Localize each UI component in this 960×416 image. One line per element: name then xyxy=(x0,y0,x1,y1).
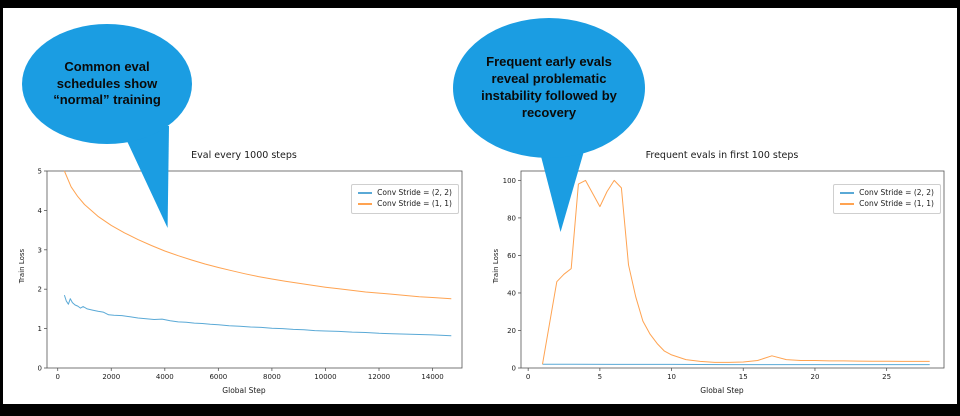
svg-text:0: 0 xyxy=(526,373,530,381)
legend-label: Conv Stride = (2, 2) xyxy=(377,188,452,197)
right-chart-ylabel: Train Loss xyxy=(492,248,501,284)
svg-text:4: 4 xyxy=(38,207,43,215)
svg-text:14000: 14000 xyxy=(421,373,443,381)
svg-text:5: 5 xyxy=(38,168,42,176)
svg-text:0: 0 xyxy=(38,365,42,373)
svg-text:100: 100 xyxy=(503,177,516,185)
legend-row: Conv Stride = (1, 1) xyxy=(358,199,452,210)
svg-text:10: 10 xyxy=(667,373,676,381)
svg-text:15: 15 xyxy=(739,373,748,381)
legend-label: Conv Stride = (1, 1) xyxy=(859,198,934,208)
legend-label: Conv Stride = (2, 2) xyxy=(859,188,934,197)
svg-text:6000: 6000 xyxy=(209,373,227,381)
legend-row: Conv Stride = (2, 2) xyxy=(358,188,452,199)
left-chart-xlabel: Global Step xyxy=(222,386,266,395)
right-legend: Conv Stride = (2, 2) Conv Stride = (1, 1… xyxy=(833,184,941,214)
svg-text:20: 20 xyxy=(810,373,819,381)
svg-text:8000: 8000 xyxy=(263,373,281,381)
svg-text:0: 0 xyxy=(55,373,59,381)
svg-text:2000: 2000 xyxy=(102,373,120,381)
right-chart-title: Frequent evals in first 100 steps xyxy=(645,150,799,161)
left-chart-ylabel: Train Loss xyxy=(18,248,27,284)
svg-text:25: 25 xyxy=(882,373,891,381)
right-chart-xlabel: Global Step xyxy=(700,386,744,395)
svg-text:12000: 12000 xyxy=(368,373,390,381)
callout-right-text: Frequent early evals reveal problematic … xyxy=(481,54,617,120)
svg-text:3: 3 xyxy=(38,246,42,254)
svg-text:20: 20 xyxy=(507,327,516,335)
callout-left-text: Common eval schedules show “normal” trai… xyxy=(53,58,161,108)
svg-text:5: 5 xyxy=(598,373,602,381)
callout-left: Common eval schedules show “normal” trai… xyxy=(22,24,192,144)
svg-text:1: 1 xyxy=(38,325,42,333)
svg-text:80: 80 xyxy=(507,214,516,222)
left-legend: Conv Stride = (2, 2) Conv Stride = (1, 1… xyxy=(351,184,459,214)
legend-line-blue-icon xyxy=(840,192,855,195)
svg-text:4000: 4000 xyxy=(156,373,174,381)
callout-right: Frequent early evals reveal problematic … xyxy=(453,18,645,158)
legend-label: Conv Stride = (1, 1) xyxy=(377,198,452,208)
svg-text:40: 40 xyxy=(507,289,516,297)
svg-text:60: 60 xyxy=(507,252,516,260)
left-chart-title: Eval every 1000 steps xyxy=(191,150,297,161)
legend-row: Conv Stride = (2, 2) xyxy=(840,188,934,199)
slide-background: Common eval schedules show “normal” trai… xyxy=(3,8,957,404)
legend-line-orange-icon xyxy=(358,203,373,206)
legend-line-orange-icon xyxy=(840,203,855,206)
left-figure: Eval every 1000 steps Train Loss 0 2000 40… xyxy=(18,150,469,395)
legend-row: Conv Stride = (1, 1) xyxy=(840,199,934,210)
svg-text:10000: 10000 xyxy=(314,373,336,381)
svg-text:0: 0 xyxy=(512,365,516,373)
svg-text:2: 2 xyxy=(38,286,42,294)
legend-line-blue-icon xyxy=(358,192,373,195)
right-figure: Frequent evals in first 100 steps Train … xyxy=(492,150,951,395)
